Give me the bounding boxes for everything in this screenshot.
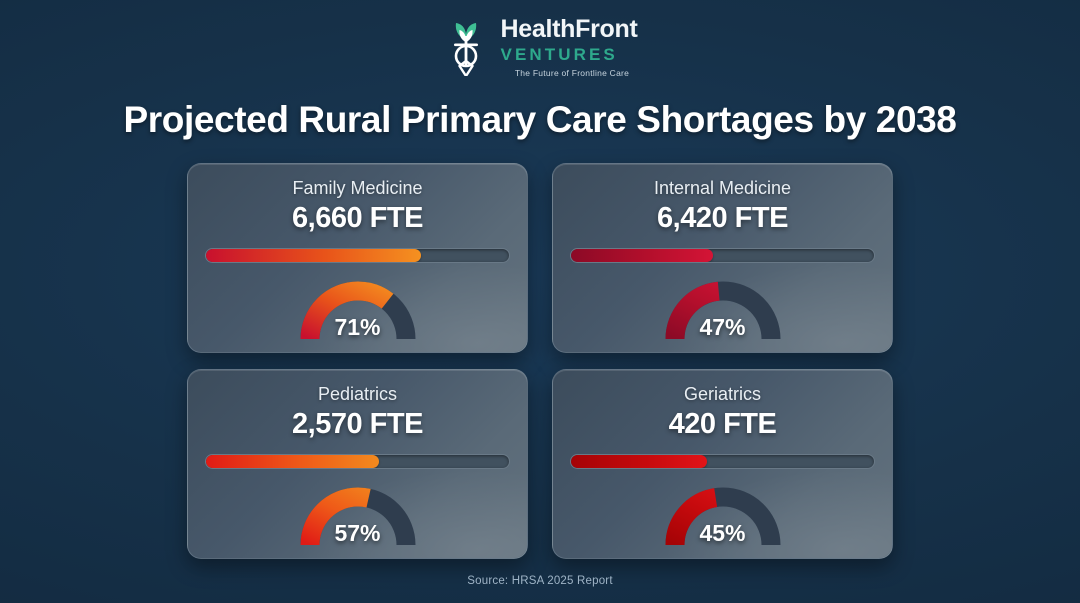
gauge-arc [665,281,780,339]
gauge-percent-label: 71% [334,313,381,340]
progress-bar-track [205,247,510,263]
gauge: 47% [659,269,787,343]
gauge-percent-label: 57% [334,519,381,546]
progress-bar-track [570,453,875,469]
metric-card-geriatrics: Geriatrics 420 FTE 45% [552,368,893,559]
metric-card-internal-medicine: Internal Medicine 6,420 FTE [552,162,893,353]
progress-bar-fill [206,454,379,468]
card-value: 420 FTE [668,407,777,440]
card-value: 6,660 FTE [292,201,423,234]
caduceus-leaf-icon [443,18,489,78]
page-title: Projected Rural Primary Care Shortages b… [123,98,957,140]
brand-name: HealthFront [500,15,638,43]
brand-subtitle: VENTURES [500,45,618,64]
card-title: Internal Medicine [653,177,792,198]
progress-bar-fill [571,248,714,262]
metric-card-family-medicine: Family Medicine 6,660 FTE [187,162,528,353]
gauge-percent-label: 47% [699,313,746,340]
card-title: Pediatrics [317,383,398,404]
progress-bar-track [570,247,875,263]
gauge: 71% [294,269,422,343]
progress-bar-track [205,453,510,469]
card-title: Geriatrics [683,383,761,404]
card-title: Family Medicine [292,177,423,198]
gauge-arc [300,281,415,339]
gauge: 57% [294,475,422,549]
gauge-arc [665,487,780,545]
progress-bar-fill [571,454,708,468]
metric-card-pediatrics: Pediatrics 2,570 FTE 57 [187,368,528,559]
card-value: 2,570 FTE [292,407,423,440]
brand-logo: HealthFront VENTURES The Future of Front… [443,17,638,78]
card-value: 6,420 FTE [657,201,788,234]
source-note: Source: HRSA 2025 Report [467,575,613,587]
gauge-arc [300,487,415,545]
gauge: 45% [659,475,787,549]
gauge-percent-label: 45% [699,519,746,546]
metric-card-grid: Family Medicine 6,660 FTE [187,162,893,559]
brand-text: HealthFront VENTURES The Future of Front… [501,17,638,78]
progress-bar-fill [206,248,422,262]
brand-tagline: The Future of Frontline Care [514,68,630,78]
